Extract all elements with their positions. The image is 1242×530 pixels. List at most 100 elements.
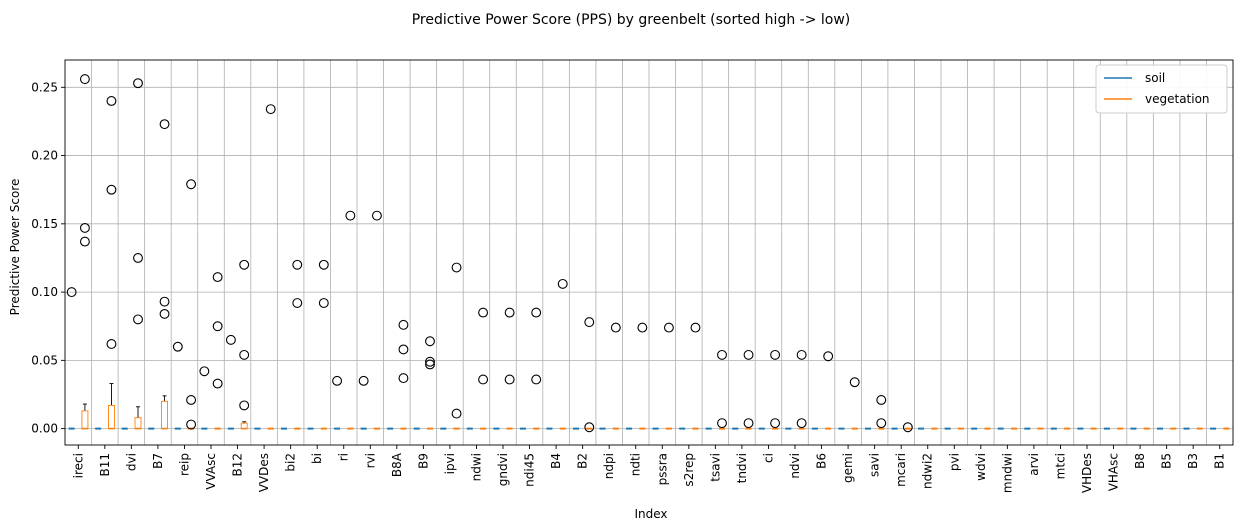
x-tick-label-gemi: gemi [841, 453, 855, 483]
x-tick-label-VHAsc: VHAsc [1107, 453, 1121, 491]
grid-lines [65, 60, 1233, 445]
x-tick-label-reip: reip [177, 453, 191, 476]
vegetation-outlier [637, 322, 648, 333]
x-tick-label-B9: B9 [416, 453, 430, 469]
vegetation-outlier [239, 400, 250, 411]
x-tick-label-pvi: pvi [947, 453, 961, 471]
vegetation-outlier [770, 418, 781, 429]
vegetation-outlier [690, 322, 701, 333]
vegetation-outlier [371, 210, 382, 221]
vegetation-outlier [398, 373, 409, 384]
vegetation-outlier [902, 422, 913, 433]
x-tick-label-ndwi: ndwi [469, 453, 483, 481]
vegetation-box-dvi [134, 417, 142, 430]
vegetation-box-B7 [161, 400, 168, 430]
x-tick-label-gndvi: gndvi [496, 453, 510, 486]
vegetation-outlier [186, 394, 197, 405]
legend: soil vegetation [1095, 64, 1228, 114]
x-tick-label-B5: B5 [1160, 453, 1174, 469]
x-tick-label-B7: B7 [151, 453, 165, 469]
vegetation-outlier [425, 336, 435, 347]
vegetation-outlier [79, 222, 90, 233]
x-tick-label-mndwi: mndwi [1000, 453, 1014, 493]
x-tick-label-B11: B11 [98, 453, 112, 477]
x-tick-label-tsavi: tsavi [708, 453, 722, 482]
soil-outlier [332, 375, 343, 386]
soil-outlier [358, 375, 369, 386]
x-tick-label-mcari: mcari [894, 453, 908, 487]
vegetation-outlier [212, 272, 223, 283]
vegetation-outlier [663, 322, 674, 333]
x-tick-label-ri: ri [337, 453, 351, 461]
x-tick-label-pssra: pssra [655, 453, 669, 485]
x-tick-label-bi2: bi2 [284, 453, 298, 472]
x-tick-label-wdvi: wdvi [974, 453, 988, 481]
x-tick-label-ndpi: ndpi [602, 453, 616, 479]
vegetation-outlier [504, 374, 515, 385]
x-tick-label-ireci: ireci [71, 453, 85, 478]
vegetation-outlier [239, 349, 250, 360]
soil-outlier [66, 287, 77, 298]
vegetation-box-ireci [81, 410, 89, 430]
legend-vegetation-label: vegetation [1145, 92, 1210, 106]
vegetation-outlier [876, 394, 887, 405]
y-tick-label: 0.10 [31, 285, 58, 299]
vegetation-outlier [876, 418, 887, 429]
vegetation-outlier [212, 378, 223, 389]
x-tick-label-savi: savi [868, 453, 882, 477]
plot-frame [64, 59, 1234, 446]
x-tick-label-ipvi: ipvi [443, 453, 457, 474]
vegetation-outlier [425, 359, 435, 370]
vegetation-box-B11 [108, 404, 115, 430]
x-tick-label-mtci: mtci [1053, 453, 1067, 479]
vegetation-outlier [584, 422, 595, 433]
x-tick-label-B1: B1 [1213, 453, 1227, 469]
y-axis-label: Predictive Power Score [8, 179, 22, 316]
x-tick-label-arvi: arvi [1027, 453, 1041, 476]
vegetation-outlier [212, 321, 223, 332]
vegetation-outlier [318, 259, 329, 270]
y-tick-label: 0.15 [31, 217, 58, 231]
x-axis-label: Index [634, 507, 667, 521]
chart-title: Predictive Power Score (PPS) by greenbel… [412, 12, 851, 28]
x-tick-label-B6: B6 [815, 453, 829, 469]
vegetation-outlier [186, 419, 197, 430]
vegetation-outlier [478, 374, 489, 385]
x-tick-label-tndvi: tndvi [735, 453, 749, 483]
x-tick-label-bi: bi [310, 453, 324, 464]
y-tick-label: 0.05 [31, 353, 58, 367]
vegetation-outlier [159, 296, 170, 307]
x-tick-label-ndi45: ndi45 [523, 453, 537, 487]
vegetation-box-B12 [240, 422, 248, 430]
vegetation-outlier [610, 322, 621, 333]
vegetation-outlier [79, 236, 90, 247]
vegetation-outlier [770, 349, 781, 360]
x-tick-label-s2rep: s2rep [682, 453, 696, 487]
x-axis: ireci B11 dvi B7 reip VVAsc B12 VVDes bi2 bi ri rvi… [71, 445, 1227, 493]
vegetation-outlier [159, 119, 170, 130]
vegetation-outlier [239, 259, 250, 270]
vegetation-outlier [159, 308, 170, 319]
legend-soil-label: soil [1145, 71, 1165, 85]
vegetation-outlier [292, 259, 303, 270]
x-tick-label-ndvi: ndvi [788, 453, 802, 479]
vegetation-outlier [425, 356, 435, 367]
soil-outlier [172, 341, 183, 352]
vegetation-outlier [478, 307, 489, 318]
vegetation-outlier [823, 351, 834, 362]
vegetation-outlier [345, 210, 356, 221]
x-tick-label-VHDes: VHDes [1080, 453, 1094, 493]
vegetation-outlier [504, 307, 515, 318]
x-tick-label-ndwi2: ndwi2 [921, 453, 935, 489]
vegetation-outlier [398, 344, 409, 355]
y-tick-label: 0.20 [31, 149, 58, 163]
x-tick-label-B4: B4 [549, 453, 563, 469]
y-tick-label: 0.25 [31, 80, 58, 94]
vegetation-outlier [557, 278, 568, 289]
x-tick-label-B12: B12 [231, 453, 245, 477]
vegetation-outlier [743, 418, 754, 429]
legend-frame [1095, 64, 1228, 114]
y-axis: 0.00 0.05 0.10 0.15 0.20 0.25 [31, 80, 65, 436]
vegetation-outlier [717, 349, 727, 360]
